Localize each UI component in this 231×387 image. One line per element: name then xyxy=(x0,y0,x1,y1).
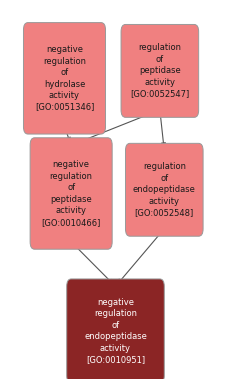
FancyBboxPatch shape xyxy=(125,143,203,236)
Text: negative
regulation
of
peptidase
activity
[GO:0010466]: negative regulation of peptidase activit… xyxy=(41,160,101,227)
Text: negative
regulation
of
hydrolase
activity
[GO:0051346]: negative regulation of hydrolase activit… xyxy=(35,45,94,111)
FancyBboxPatch shape xyxy=(121,24,199,117)
FancyBboxPatch shape xyxy=(24,22,106,134)
FancyBboxPatch shape xyxy=(67,279,164,383)
FancyBboxPatch shape xyxy=(30,138,112,249)
Text: negative
regulation
of
endopeptidase
activity
[GO:0010951]: negative regulation of endopeptidase act… xyxy=(84,298,147,364)
Text: regulation
of
peptidase
activity
[GO:0052547]: regulation of peptidase activity [GO:005… xyxy=(130,43,189,98)
Text: regulation
of
endopeptidase
activity
[GO:0052548]: regulation of endopeptidase activity [GO… xyxy=(133,163,196,217)
